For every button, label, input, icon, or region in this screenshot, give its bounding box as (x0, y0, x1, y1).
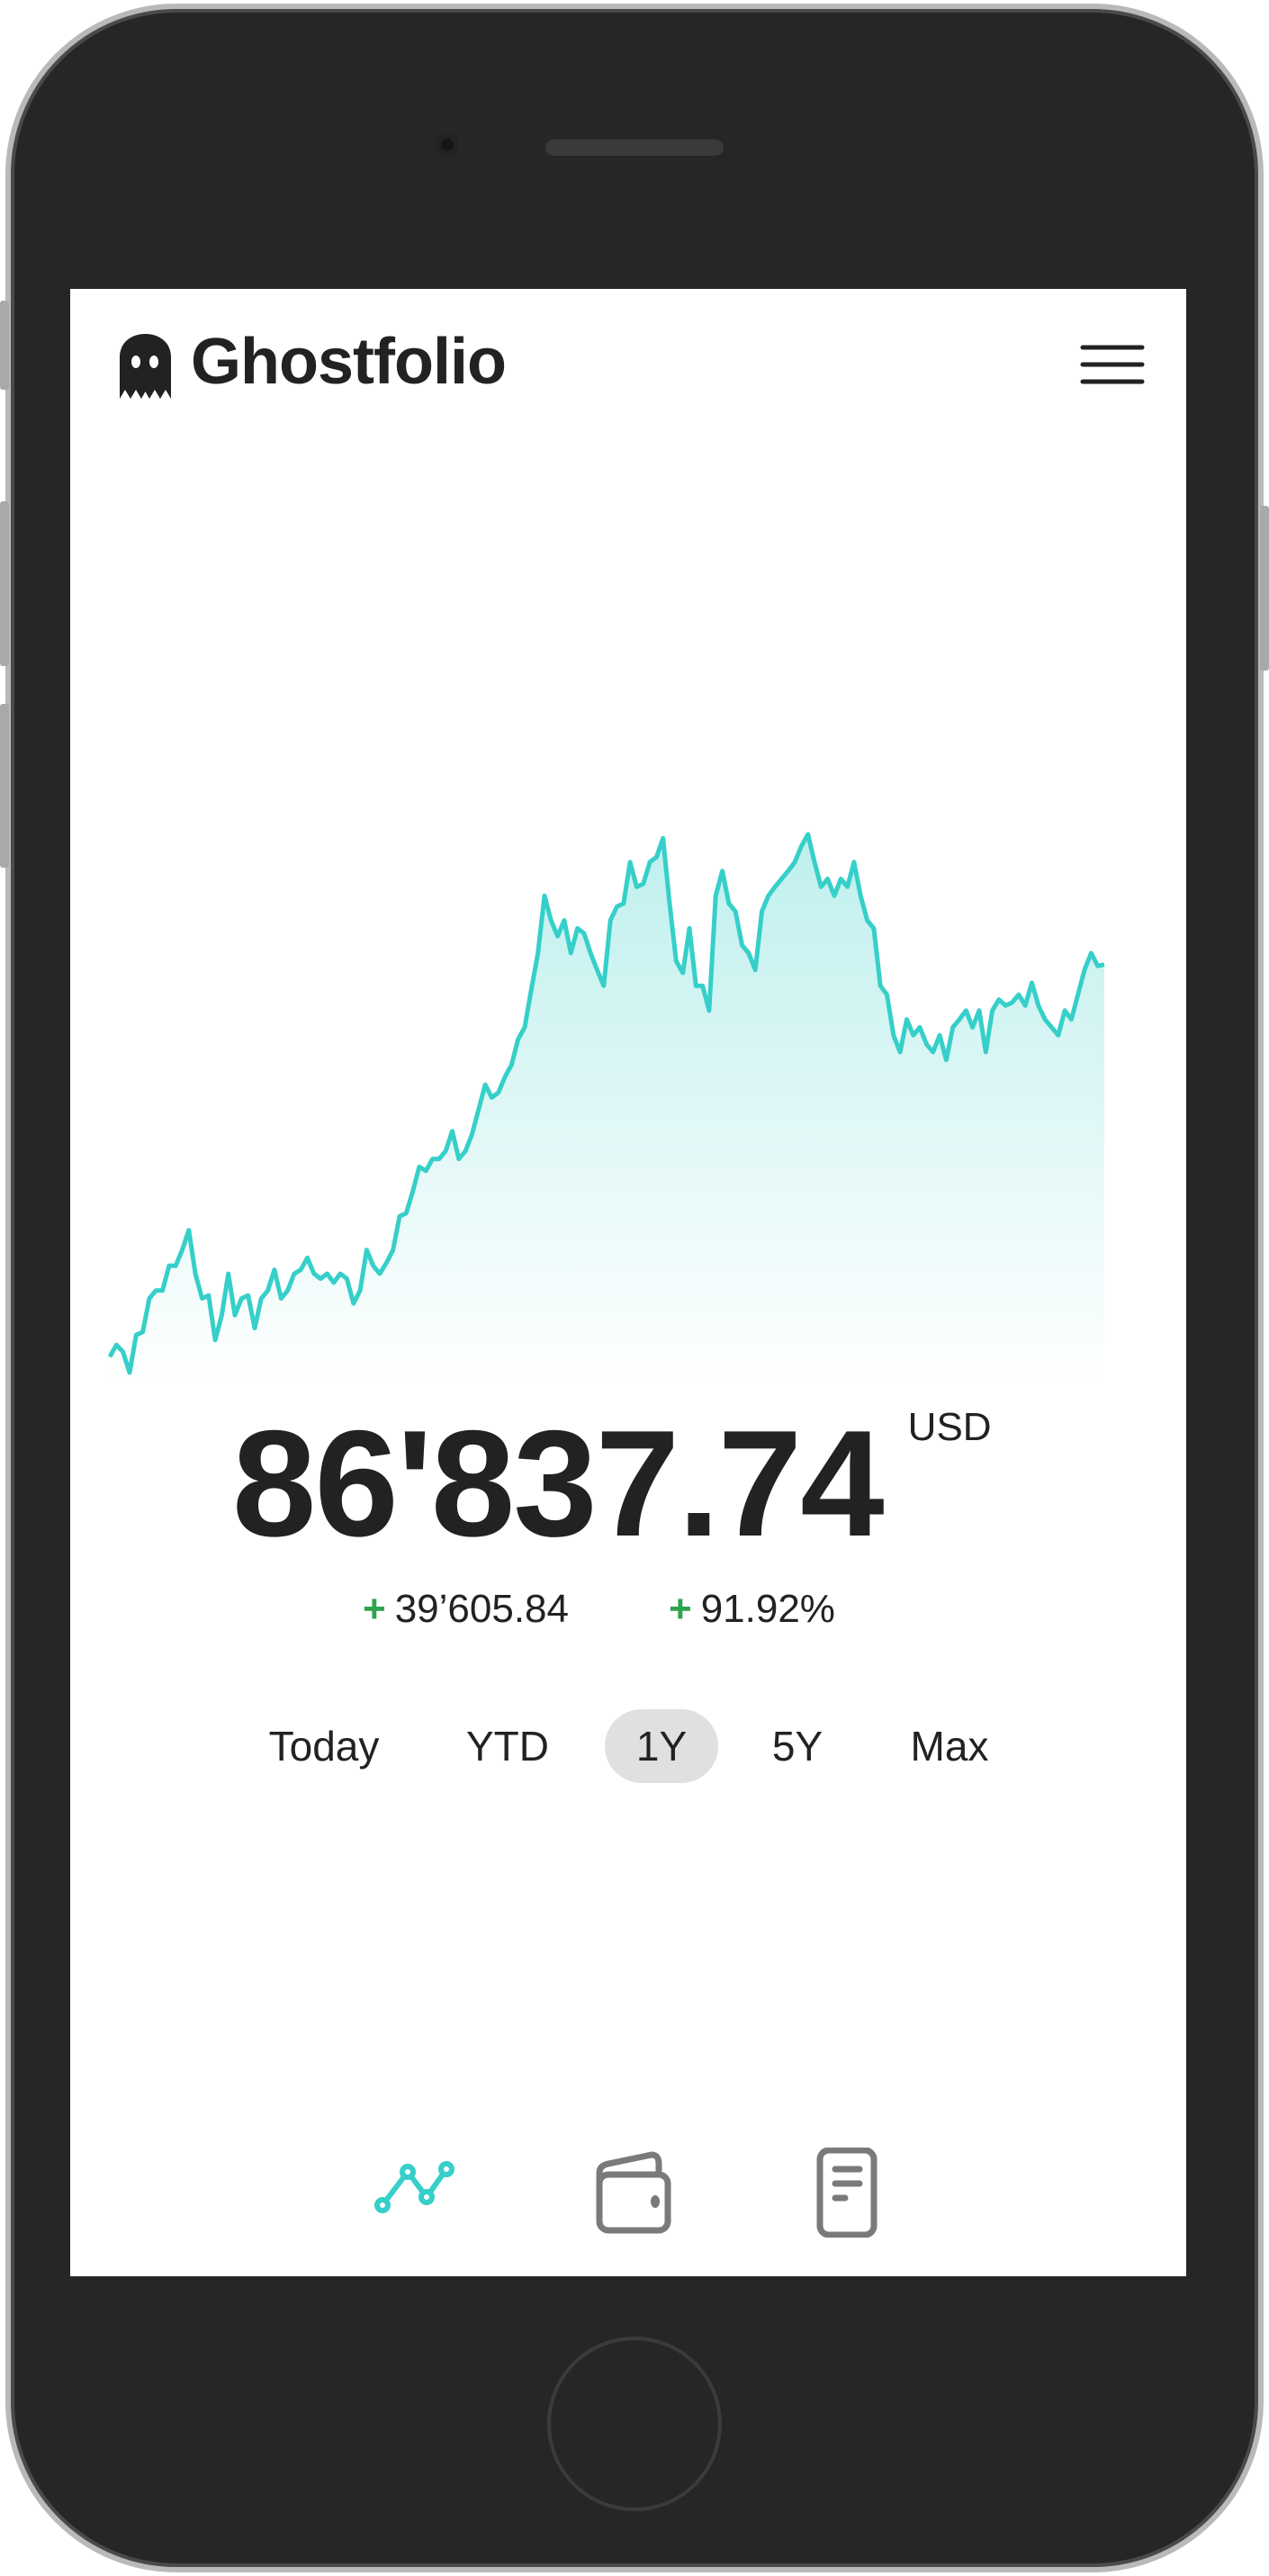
plus-sign: + (669, 1587, 692, 1631)
range-max[interactable]: Max (910, 1723, 989, 1770)
currency-label: USD (907, 1405, 992, 1449)
range-5y[interactable]: 5Y (771, 1723, 824, 1770)
range-ytd[interactable]: YTD (466, 1723, 549, 1770)
home-button[interactable] (547, 2337, 722, 2511)
performance-chart (107, 832, 1105, 1391)
volume-up-button (0, 501, 9, 666)
ghost-icon (120, 334, 171, 399)
hamburger-menu-icon[interactable] (1080, 345, 1145, 384)
plus-sign: + (363, 1587, 386, 1631)
range-today[interactable]: Today (268, 1723, 380, 1770)
portfolio-value: 86'837.74 (232, 1399, 885, 1568)
earpiece-speaker (545, 140, 724, 156)
app-screen: Ghostfolio 86'837.74 USD +39’605.84 +91.… (70, 289, 1186, 2276)
mute-switch (0, 301, 9, 390)
portfolio-value-row: 86'837.74 USD (232, 1401, 992, 1567)
brand-name[interactable]: Ghostfolio (191, 326, 507, 398)
relative-change-value: 91.92% (700, 1587, 835, 1631)
document-icon[interactable] (800, 2148, 890, 2238)
wallet-icon[interactable] (583, 2148, 673, 2238)
volume-down-button (0, 704, 9, 868)
absolute-change: +39’605.84 (363, 1587, 569, 1632)
absolute-change-value: 39’605.84 (394, 1587, 569, 1631)
range-1y[interactable]: 1Y (605, 1709, 718, 1783)
chart-area-fill (110, 834, 1104, 1391)
chart-series-line (107, 832, 1105, 1375)
line-chart-icon[interactable] (367, 2148, 457, 2238)
relative-change: +91.92% (669, 1587, 835, 1632)
power-button (1260, 506, 1269, 671)
front-camera (436, 134, 458, 156)
